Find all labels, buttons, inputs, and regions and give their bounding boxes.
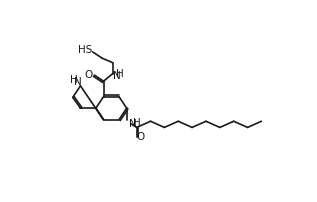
Text: H: H xyxy=(116,69,124,79)
Text: O: O xyxy=(85,70,93,80)
Text: HS: HS xyxy=(78,45,92,55)
Text: O: O xyxy=(136,133,145,142)
Text: H: H xyxy=(70,75,78,85)
Text: H: H xyxy=(133,118,140,128)
Text: N: N xyxy=(129,119,137,128)
Text: N: N xyxy=(113,71,120,81)
Text: N: N xyxy=(74,77,82,87)
